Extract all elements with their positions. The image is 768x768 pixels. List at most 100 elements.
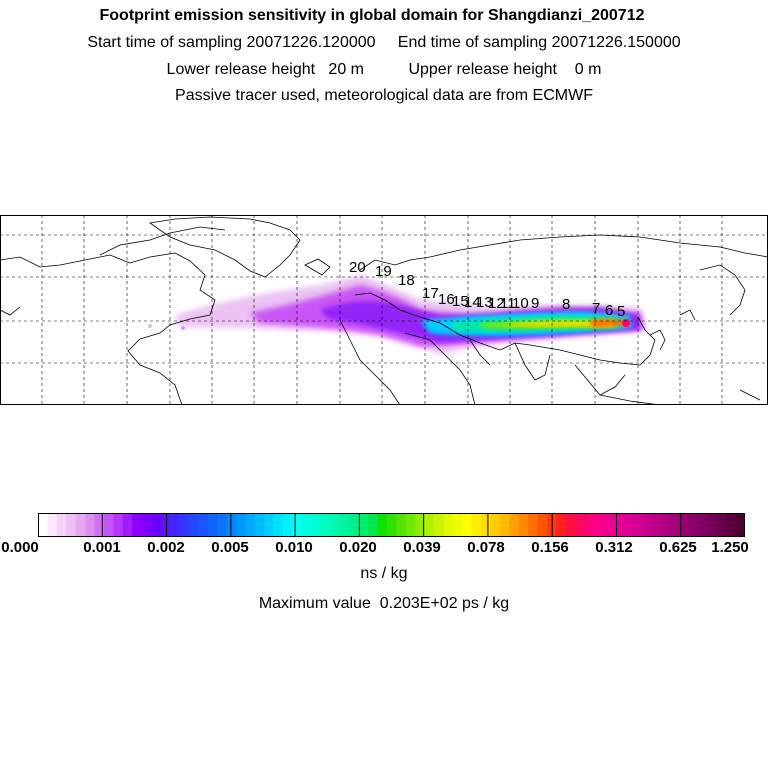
colorbar-cell (697, 513, 708, 537)
traj-label-8: 8 (562, 296, 570, 313)
colorbar-tick: 0.625 (659, 539, 697, 556)
colorbar-cell (518, 513, 529, 537)
colorbar-cell (443, 513, 454, 537)
traj-label-15: 15 (452, 293, 469, 310)
colorbar-cell (301, 513, 312, 537)
traj-label-7: 7 (592, 300, 600, 317)
colorbar-frame (38, 513, 745, 537)
colorbar-cell (462, 513, 473, 537)
colorbar-cell (85, 513, 96, 537)
colorbar-tick: 0.010 (275, 539, 313, 556)
colorbar-tick: 0.156 (531, 539, 569, 556)
colorbar-cell (575, 513, 586, 537)
colorbar-cell (433, 513, 444, 537)
colorbar-tick: 0.005 (211, 539, 249, 556)
colorbar-cell (707, 513, 718, 537)
colorbar-cell (386, 513, 397, 537)
colorbar-cell (141, 513, 152, 537)
colorbar-cell (641, 513, 652, 537)
footprint-map: 20 19 18 17 16 15 14 13 12 11 10 9 8 7 6… (0, 215, 768, 405)
colorbar-cell (735, 513, 745, 537)
colorbar-cell (631, 513, 642, 537)
colorbar-cell (556, 513, 567, 537)
traj-label-12: 12 (488, 295, 505, 312)
colorbar-tick: 0.000 (1, 539, 39, 556)
colorbar-cell (151, 513, 162, 537)
colorbar-cell (726, 513, 737, 537)
colorbar-cell (650, 513, 661, 537)
colorbar-cell (688, 513, 699, 537)
colorbar-cell (490, 513, 501, 537)
colorbar-cell (94, 513, 105, 537)
colorbar-cell (660, 513, 671, 537)
colorbar-cell (169, 513, 180, 537)
colorbar-cell (509, 513, 520, 537)
colorbar-cell (264, 513, 275, 537)
sampling-time-line: Start time of sampling 20071226.120000 E… (87, 34, 681, 51)
colorbar-cells (38, 513, 745, 537)
colorbar-cell (603, 513, 614, 537)
colorbar-cell (320, 513, 331, 537)
colorbar-cell (716, 513, 727, 537)
traj-label-5: 5 (617, 303, 625, 320)
colorbar-cell (415, 513, 426, 537)
trajectory-labels: 20 19 18 17 16 15 14 13 12 11 10 9 8 7 6… (349, 259, 625, 320)
release-height-line: Lower release height 20 m Upper release … (166, 61, 602, 78)
colorbar-cell (103, 513, 115, 537)
traj-label-9: 9 (531, 295, 539, 312)
colorbar-cell (113, 513, 124, 537)
colorbar-cell (377, 513, 388, 537)
traj-label-13: 13 (476, 294, 493, 311)
colorbar-cell (330, 513, 341, 537)
colorbar-cell (528, 513, 539, 537)
colorbar-cell (132, 513, 143, 537)
colorbar-tick: 0.001 (83, 539, 121, 556)
colorbar-cell (471, 513, 482, 537)
colorbar-cell (283, 513, 294, 537)
colorbar-cell (188, 513, 199, 537)
colorbar-cell (207, 513, 218, 537)
colorbar-cell (358, 513, 369, 537)
traj-label-19: 19 (375, 263, 392, 280)
colorbar-cell (622, 513, 633, 537)
colorbar-cell (396, 513, 407, 537)
maximum-value: Maximum value 0.203E+02 ps / kg (258, 595, 510, 612)
colorbar-cell (349, 513, 360, 537)
traj-label-10: 10 (512, 295, 529, 312)
colorbar-cell (235, 513, 246, 537)
coastlines (0, 216, 768, 405)
colorbar-cell (537, 513, 548, 537)
colorbar-tick: 0.312 (595, 539, 633, 556)
traj-label-16: 16 (438, 291, 455, 308)
traj-label-11: 11 (500, 295, 516, 312)
colorbar-cell (245, 513, 256, 537)
colorbar-cell (452, 513, 463, 537)
colorbar-cell (679, 513, 690, 537)
colorbar-tick: 0.078 (467, 539, 505, 556)
colorbar-tick: 0.020 (339, 539, 377, 556)
colorbar-cell (594, 513, 605, 537)
colorbar-cell (198, 513, 209, 537)
colorbar-cell (75, 513, 86, 537)
colorbar-cell (160, 513, 171, 537)
traj-label-17: 17 (422, 285, 439, 302)
traj-label-14: 14 (464, 294, 481, 311)
traj-label-6: 6 (605, 302, 613, 319)
traj-label-20: 20 (349, 259, 366, 276)
colorbar-cell (47, 513, 58, 537)
colorbar-cell (613, 513, 624, 537)
graticule (0, 215, 768, 405)
colorbar-cell (217, 513, 228, 537)
colorbar-unit: ns / kg (360, 565, 408, 582)
colorbar-cell (254, 513, 265, 537)
colorbar-cell (66, 513, 77, 537)
colorbar-cell (481, 513, 492, 537)
colorbar-cell (273, 513, 284, 537)
colorbar (38, 513, 745, 537)
colorbar-cell (38, 513, 49, 537)
colorbar-cell (179, 513, 190, 537)
colorbar-cell (669, 513, 680, 537)
colorbar-cell (565, 513, 576, 537)
colorbar-cell (122, 513, 133, 537)
colorbar-cell (499, 513, 510, 537)
